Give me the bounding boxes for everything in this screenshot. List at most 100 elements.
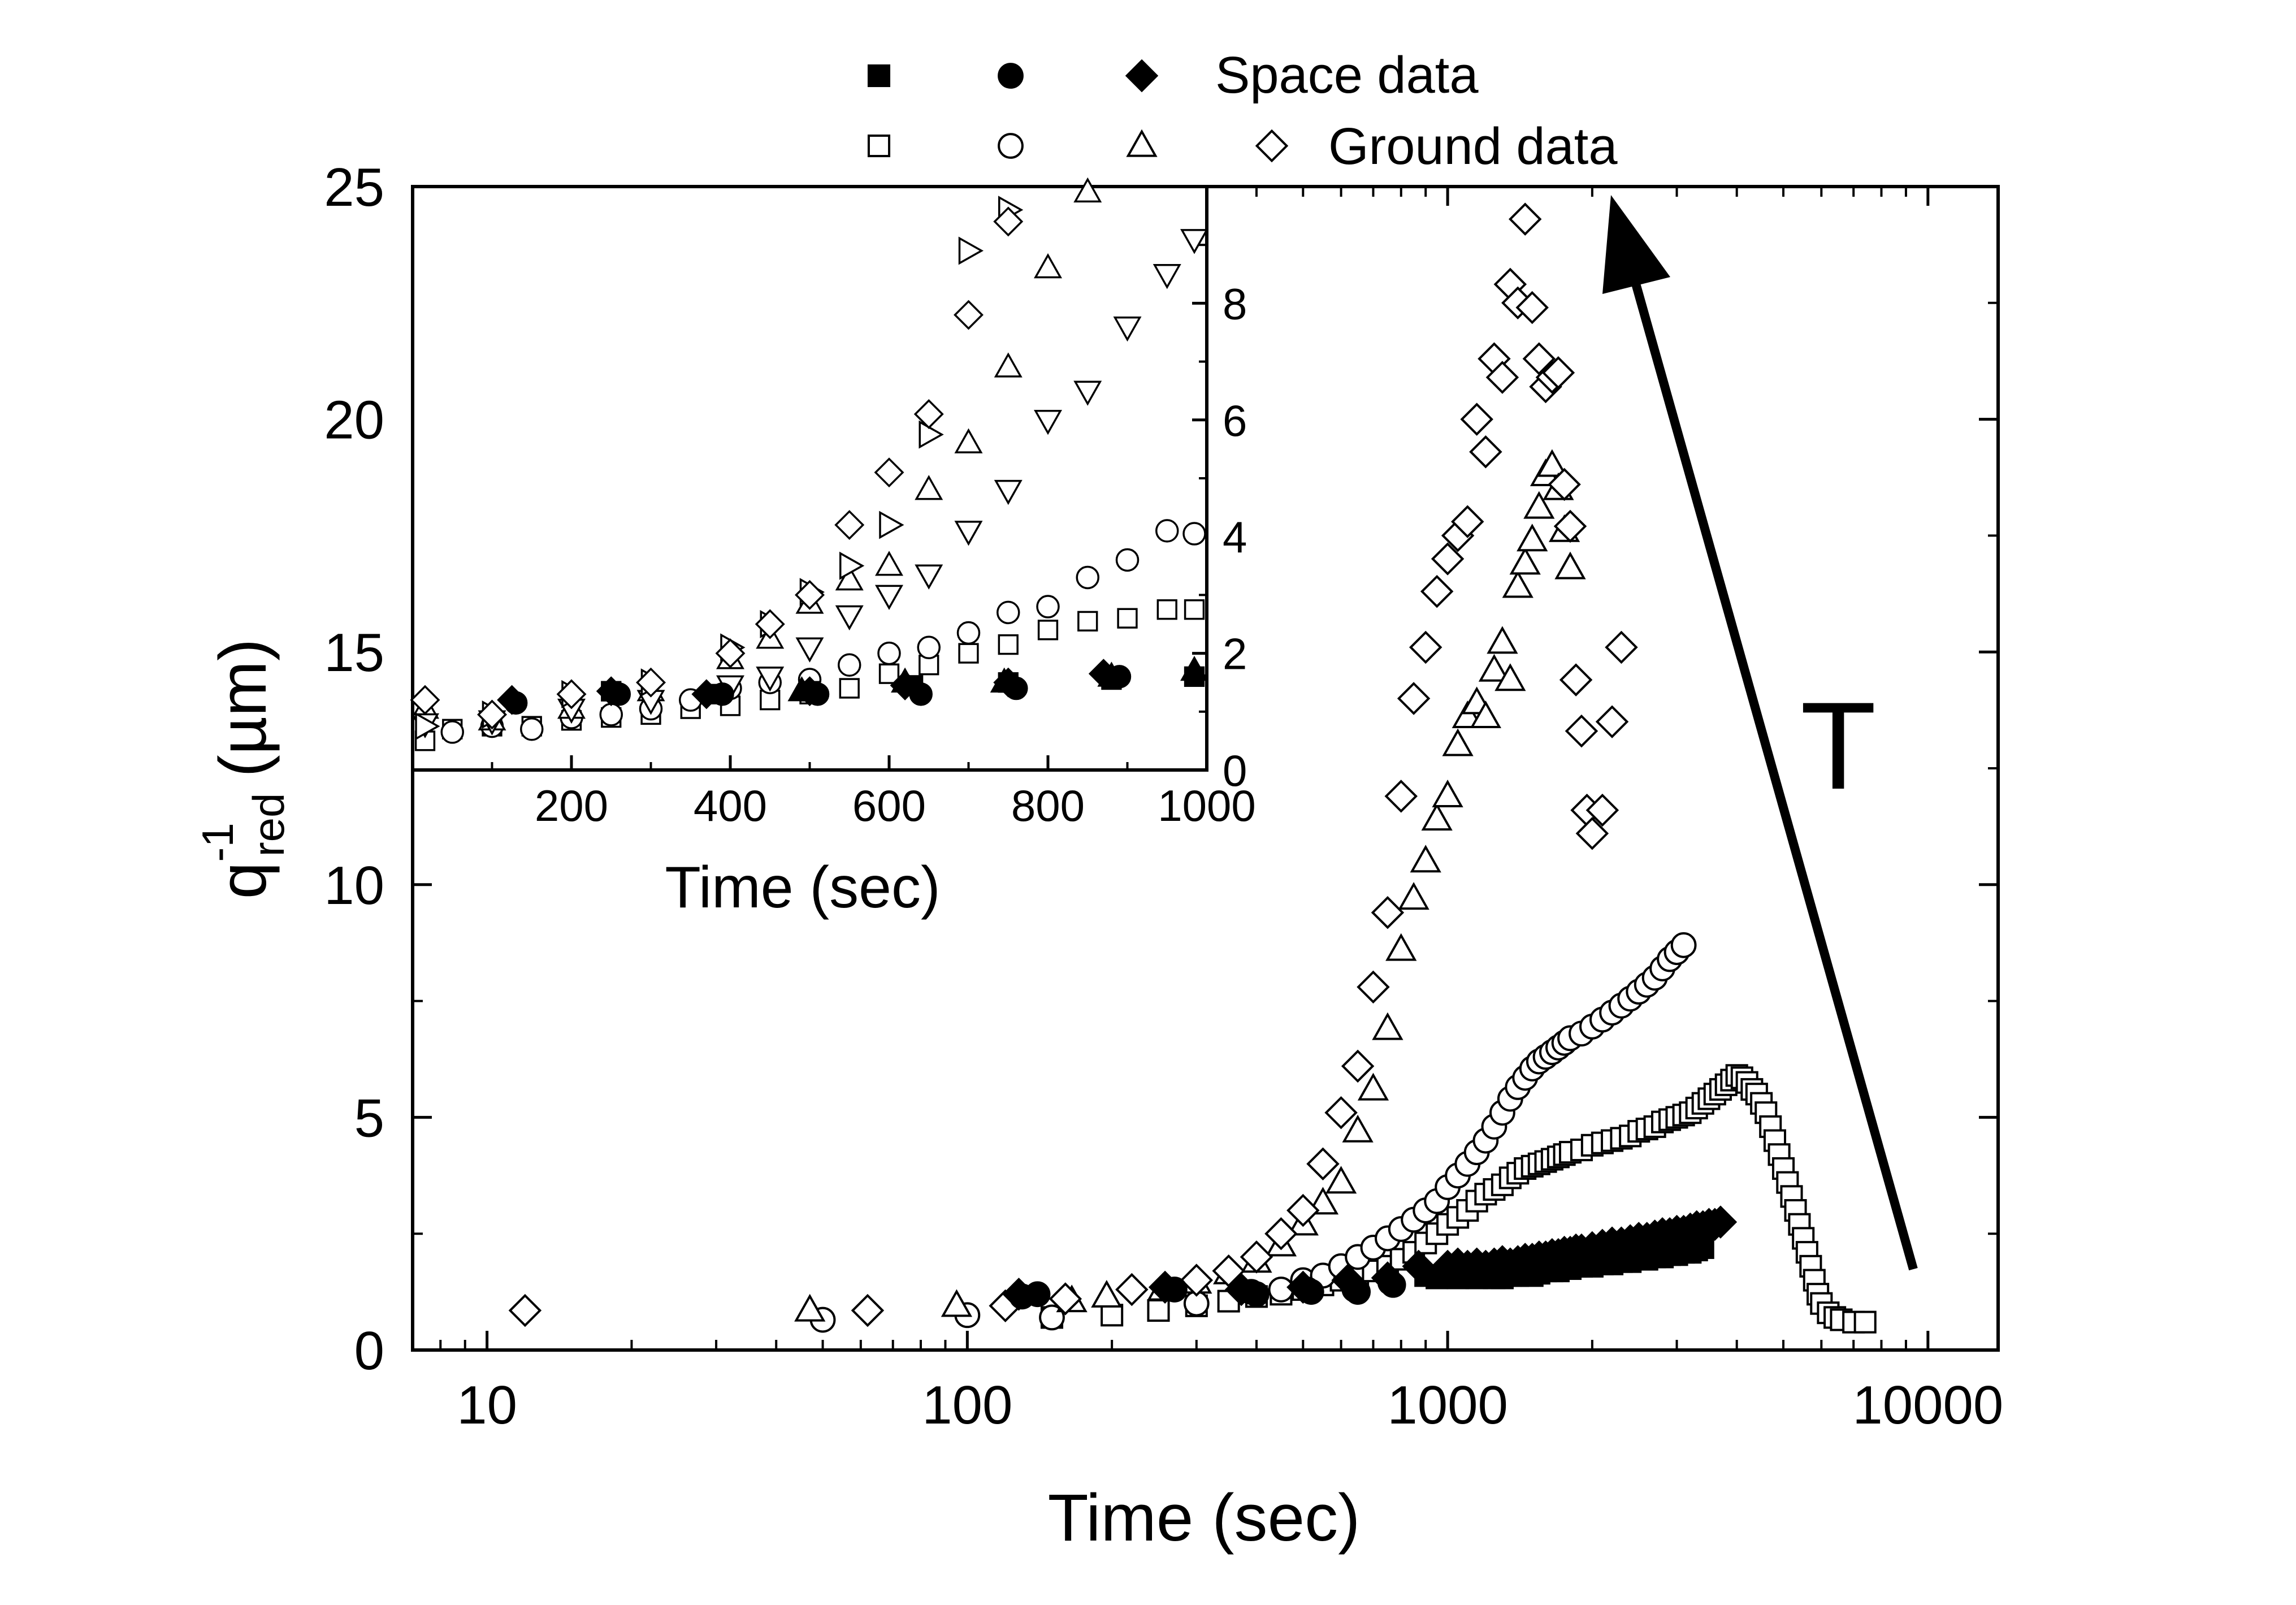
inset-data-point [1037,620,1059,641]
inset-data-point [877,641,901,665]
legend-ground-label: Ground data [1328,118,1618,175]
temperature-arrow-label: T [1800,676,1876,815]
inset-data-point [1180,655,1208,681]
data-point [1670,932,1697,958]
inset-data-point [835,605,864,631]
data-point [1286,1193,1320,1227]
data-point [1147,1299,1170,1322]
data-point [1357,1072,1389,1101]
inset-data-point [994,479,1023,505]
data-point [1421,803,1453,831]
data-point [1325,1166,1357,1194]
data-point [1470,700,1502,729]
inset-data-point [839,551,865,580]
inset-data-point [875,585,903,610]
inset-data-point [1073,380,1102,406]
inset-data-point [954,300,984,330]
data-point [508,1293,542,1327]
inset-data-point [1034,253,1062,279]
data-point [1397,682,1431,715]
data-point [794,1293,826,1322]
inset-data-point [636,667,666,698]
data-point [1509,547,1541,575]
data-point [1559,663,1593,696]
data-point [1306,1147,1340,1180]
data-point [1704,1205,1738,1239]
inset-x-axis-title: Time (sec) [665,855,940,920]
data-point [1431,542,1465,576]
y-axis-title: q-1red (µm) [193,639,293,899]
data-point [1371,895,1405,929]
x-axis-title: Time (sec) [1048,1481,1361,1555]
data-point [1487,626,1518,654]
inset-data-point [787,676,816,702]
y-axis-title-base: q [206,862,280,899]
data-point [1536,449,1568,477]
data-point [1402,1249,1435,1283]
data-point [1451,505,1484,538]
inset-data-point [596,676,626,707]
data-point [1385,933,1417,961]
inset-data-point [755,609,785,639]
inset-data-point [715,638,746,669]
y-tick-label: 25 [324,157,384,218]
inset-data-point [756,667,785,692]
inset-data-point [1180,229,1208,254]
inset-data-point [1182,522,1206,546]
inset-data-point [1073,177,1102,203]
inset-data-point [875,551,903,576]
legend-space-markers [867,59,1159,93]
inset-data-point [477,699,507,730]
data-point [1049,1282,1082,1316]
inset-data-point [915,475,943,500]
legend: Space data Ground data [867,46,1618,175]
data-point [1595,705,1629,738]
data-point [1575,817,1609,850]
data-point [1541,356,1575,390]
data-point [1585,793,1619,827]
data-point [1115,1273,1149,1307]
data-point [1548,468,1581,501]
data-point [1494,663,1526,691]
data-point [1502,570,1533,598]
data-point [1357,970,1390,1004]
y-tick-label: 15 [324,622,384,683]
inset-data-point [891,667,920,693]
data-point [1398,882,1429,910]
data-point [1605,630,1638,664]
data-point [1286,1270,1320,1304]
temperature-arrow: T [1602,195,1918,1271]
data-point [1410,845,1441,873]
inset-data-point [913,399,944,429]
data-point [1517,524,1548,552]
y-tick-label: 10 [324,855,384,916]
data-point [1469,435,1502,469]
inset-data-point [1117,608,1138,629]
inset-y-tick-label: 4 [1223,512,1247,562]
inset-data-point [958,643,979,664]
inset-data-point [919,420,944,449]
inset-data-point [956,621,981,645]
legend-marker-ground [1126,129,1158,157]
inset-data-point [520,717,544,741]
x-tick-label: 10000 [1852,1375,2003,1435]
inset-x-tick-label: 600 [852,781,926,830]
inset-data-point [917,635,941,660]
data-point [1240,1240,1273,1274]
inset-y-tick-label: 2 [1223,629,1247,679]
data-point [1372,1012,1403,1040]
inset-data-point [838,653,861,677]
data-point [941,1289,973,1317]
data-point [1522,342,1556,375]
legend-marker-ground [867,134,891,158]
inset-data-point [691,679,722,710]
inset-data-point [954,428,983,453]
data-point [1554,551,1586,579]
legend-marker-space [998,63,1024,89]
inset-axis-ticks: 200 400 600 800 10000 2 4 6 8 [491,244,1256,830]
data-point [1342,1114,1374,1143]
svg-text:q-1red(µm): q-1red (µm) [193,639,293,899]
data-point [1442,728,1474,756]
